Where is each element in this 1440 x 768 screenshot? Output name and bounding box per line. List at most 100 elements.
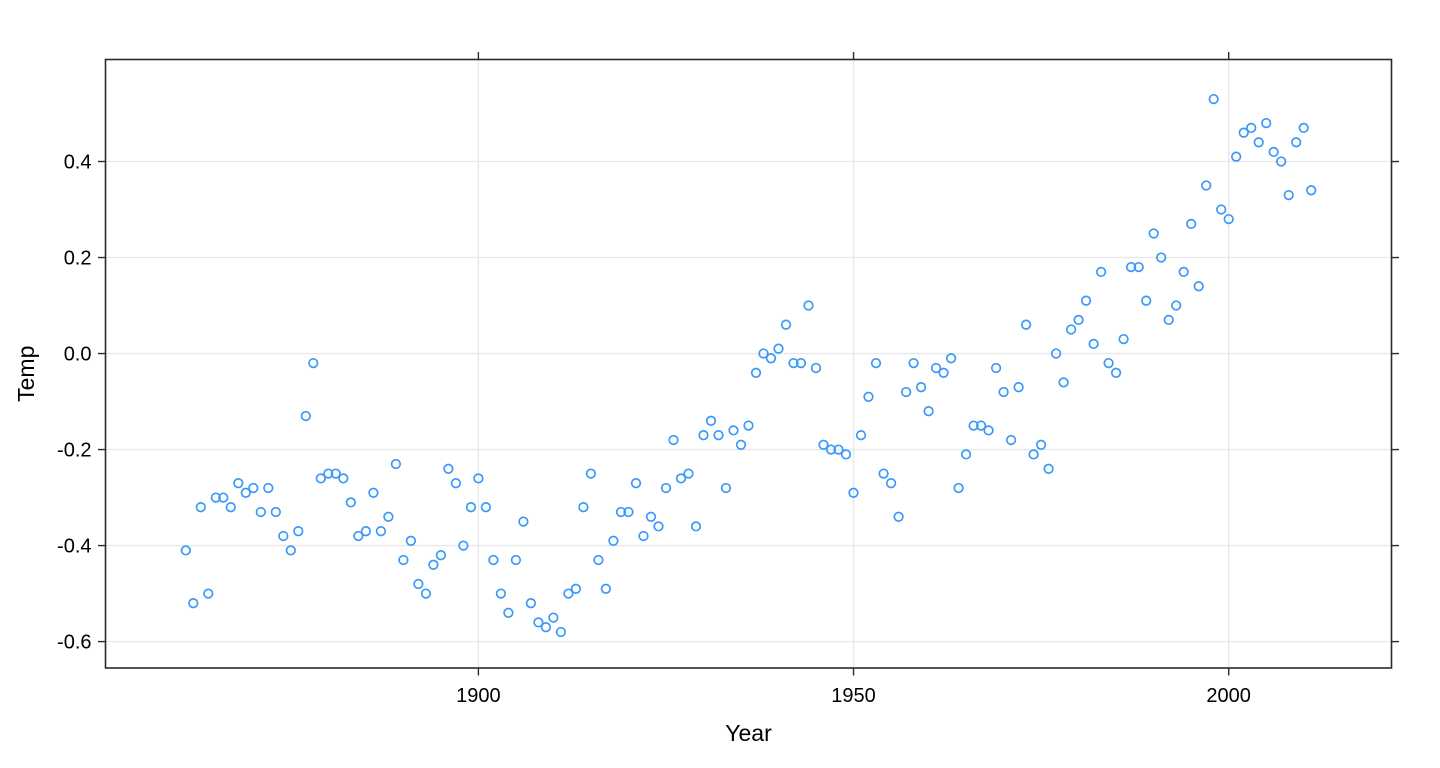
- x-tick-label: 1950: [831, 685, 876, 707]
- y-tick-label: -0.2: [57, 440, 91, 462]
- data-point: [248, 482, 259, 494]
- data-point: [623, 506, 634, 518]
- data-point: [1095, 266, 1107, 278]
- data-point: [1276, 156, 1287, 167]
- data-point: [675, 473, 687, 484]
- data-point: [615, 506, 627, 518]
- data-point: [180, 545, 191, 556]
- data-point: [188, 598, 199, 609]
- data-point: [750, 367, 762, 378]
- data-point: [413, 578, 424, 590]
- data-point: [225, 502, 236, 513]
- data-point: [1238, 127, 1249, 138]
- data-point: [1291, 137, 1302, 148]
- data-point: [368, 487, 379, 498]
- data-point: [203, 588, 214, 599]
- data-point: [1298, 122, 1309, 134]
- data-point: [1268, 146, 1279, 158]
- data-point: [563, 588, 574, 599]
- y-tick-label: -0.6: [57, 632, 91, 654]
- data-point: [713, 430, 724, 441]
- data-point: [1035, 439, 1047, 450]
- data-point: [353, 530, 364, 542]
- data-point: [848, 487, 859, 498]
- data-point: [968, 420, 979, 431]
- x-axis-title: Year: [725, 720, 772, 746]
- data-point: [1073, 314, 1084, 326]
- x-tick-label: 2000: [1206, 685, 1251, 707]
- data-point: [518, 516, 529, 527]
- data-point: [1125, 261, 1137, 273]
- y-axis-title: Temp: [13, 346, 39, 402]
- data-point: [983, 425, 994, 436]
- data-point: [1163, 314, 1174, 326]
- data-point: [1246, 122, 1257, 134]
- data-point: [1283, 189, 1294, 201]
- data-point: [503, 607, 514, 618]
- data-point: [1186, 218, 1197, 230]
- data-point: [818, 439, 829, 450]
- data-point: [285, 545, 296, 556]
- data-point: [1171, 300, 1182, 311]
- data-point: [570, 583, 582, 594]
- data-point: [1058, 377, 1069, 388]
- data-point: [278, 530, 289, 542]
- data-point: [653, 521, 664, 532]
- data-point: [608, 535, 619, 546]
- data-point: [533, 617, 544, 628]
- data-point: [1201, 180, 1212, 191]
- plot-border: [104, 58, 1393, 669]
- data-point: [1110, 367, 1122, 378]
- data-point: [660, 482, 672, 494]
- gridlines: [105, 59, 1392, 668]
- data-point: [1005, 434, 1017, 446]
- data-point: [810, 362, 822, 374]
- data-point: [638, 530, 649, 542]
- data-points: [180, 93, 1317, 638]
- data-point: [765, 353, 777, 364]
- data-point: [893, 511, 904, 522]
- data-point: [998, 386, 1009, 398]
- data-point: [360, 526, 372, 537]
- data-point: [315, 473, 326, 484]
- data-point: [1208, 93, 1219, 105]
- data-point: [263, 482, 274, 494]
- data-point: [555, 626, 567, 638]
- data-point: [218, 492, 229, 503]
- data-point: [195, 502, 206, 513]
- data-point: [578, 502, 589, 513]
- data-point: [1133, 261, 1144, 273]
- data-point: [938, 367, 949, 378]
- data-point: [773, 343, 784, 354]
- data-point: [870, 357, 882, 369]
- data-point: [435, 550, 447, 561]
- data-point: [585, 468, 597, 479]
- data-point: [330, 468, 341, 479]
- data-point: [345, 497, 356, 508]
- data-point: [1013, 382, 1024, 393]
- x-axis-tick-labels: 1900 1950 2000: [456, 685, 1251, 707]
- data-point: [465, 502, 477, 513]
- data-point: [270, 506, 281, 518]
- data-point: [720, 482, 732, 494]
- data-point: [698, 430, 709, 441]
- data-point: [990, 362, 1002, 374]
- data-point: [1253, 137, 1264, 148]
- data-point: [1065, 324, 1077, 335]
- data-point: [510, 554, 522, 566]
- data-point: [863, 391, 874, 402]
- data-point: [683, 468, 694, 479]
- data-point: [450, 478, 462, 489]
- y-tick-label: 0.2: [64, 248, 92, 270]
- data-point: [803, 300, 814, 311]
- data-point: [878, 468, 889, 479]
- data-point: [743, 420, 754, 431]
- data-point: [705, 415, 717, 426]
- data-point: [728, 425, 739, 436]
- data-point: [915, 382, 927, 393]
- data-point: [480, 502, 492, 513]
- data-point: [908, 357, 919, 369]
- data-point: [240, 487, 251, 498]
- data-point: [1020, 319, 1032, 330]
